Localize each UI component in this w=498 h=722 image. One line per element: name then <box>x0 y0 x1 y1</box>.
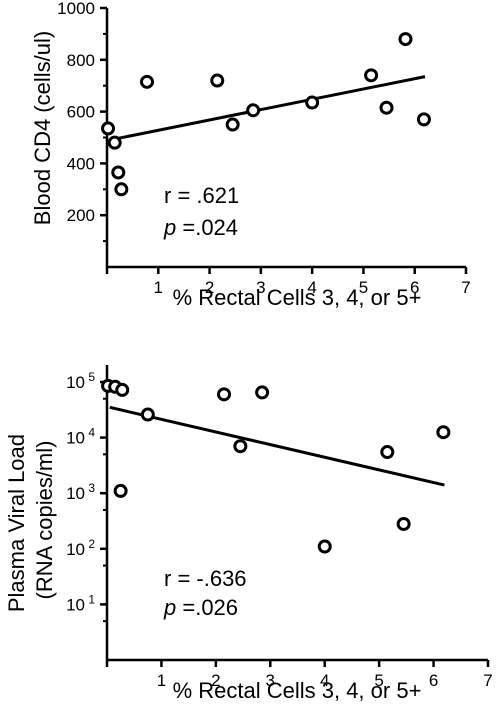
x-axis-label: % Rectal Cells 3, 4, or 5+ <box>173 285 422 310</box>
y-axis-label: Plasma Viral Load (RNA copies/ml) <box>4 428 57 612</box>
y-tick-exponent: 3 <box>88 481 95 495</box>
y-tick-exponent: 2 <box>88 537 95 551</box>
data-point <box>107 135 122 150</box>
data-point <box>113 483 128 498</box>
x-tick-label: 3 <box>256 278 265 297</box>
x-tick-label: 7 <box>483 671 492 690</box>
data-point <box>436 425 451 440</box>
p-symbol: p <box>163 215 176 240</box>
y-tick-label: 400 <box>67 154 95 173</box>
x-tick-label: 7 <box>461 278 470 297</box>
x-tick-label: 1 <box>157 671 166 690</box>
y-tick-label: 200 <box>67 206 95 225</box>
p-symbol: p <box>163 595 176 620</box>
x-tick-label: 2 <box>211 671 220 690</box>
data-point <box>398 32 413 47</box>
data-point <box>364 68 379 83</box>
y-tick-label: 10 <box>66 484 85 503</box>
data-point <box>217 387 232 402</box>
x-tick-label: 4 <box>307 278 316 297</box>
data-point <box>246 103 261 118</box>
y-tick-exponent: 5 <box>88 370 95 384</box>
p-value: p =.024 <box>163 215 238 240</box>
x-tick-label: 6 <box>429 671 438 690</box>
y-axis-label-line-1: Plasma Viral Load <box>4 434 29 612</box>
data-point <box>115 382 130 397</box>
x-tick-label: 3 <box>266 671 275 690</box>
y-tick-exponent: 4 <box>88 426 95 440</box>
data-point <box>140 407 155 422</box>
p-number: =.024 <box>176 215 238 240</box>
data-point <box>101 121 116 136</box>
y-tick-label: 10 <box>66 595 85 614</box>
data-point <box>255 385 270 400</box>
regression-line <box>109 405 445 487</box>
y-tick-label: 10 <box>66 373 85 392</box>
x-tick-label: 5 <box>359 278 368 297</box>
y-axis-label: Blood CD4 (cells/ul) <box>30 31 55 225</box>
regression-line <box>109 75 426 142</box>
y-tick-label: 10 <box>66 540 85 559</box>
data-point <box>380 445 395 460</box>
data-point <box>210 73 225 88</box>
y-tick-label: 600 <box>67 103 95 122</box>
data-point <box>305 95 320 110</box>
correlation-r: r = .621 <box>164 183 239 208</box>
data-point <box>317 539 332 554</box>
x-tick-label: 2 <box>205 278 214 297</box>
y-tick-label: 800 <box>67 51 95 70</box>
data-point <box>225 117 240 132</box>
chart-cd4: 200 400 600 800 1000 1 2 3 4 5 6 7 Blood CD4 (cell… <box>30 0 471 310</box>
data-point <box>379 100 394 115</box>
p-number: =.026 <box>176 595 238 620</box>
data-point <box>140 74 155 89</box>
x-tick-label: 5 <box>374 671 383 690</box>
data-point <box>111 165 126 180</box>
x-tick-label: 6 <box>410 278 419 297</box>
p-value: p =.026 <box>163 595 238 620</box>
data-point <box>416 112 431 127</box>
x-tick-label: 4 <box>320 671 329 690</box>
x-tick-label: 1 <box>154 278 163 297</box>
y-axis-label-line-2: (RNA copies/ml) <box>32 441 57 600</box>
data-point <box>396 516 411 531</box>
y-tick-exponent: 1 <box>88 592 95 606</box>
y-tick-label: 10 <box>66 429 85 448</box>
correlation-r: r = -.636 <box>164 566 247 591</box>
y-tick-label: 1000 <box>57 0 95 18</box>
data-point <box>114 182 129 197</box>
data-point <box>233 439 248 454</box>
x-axis-label: % Rectal Cells 3, 4, or 5+ <box>173 678 422 703</box>
